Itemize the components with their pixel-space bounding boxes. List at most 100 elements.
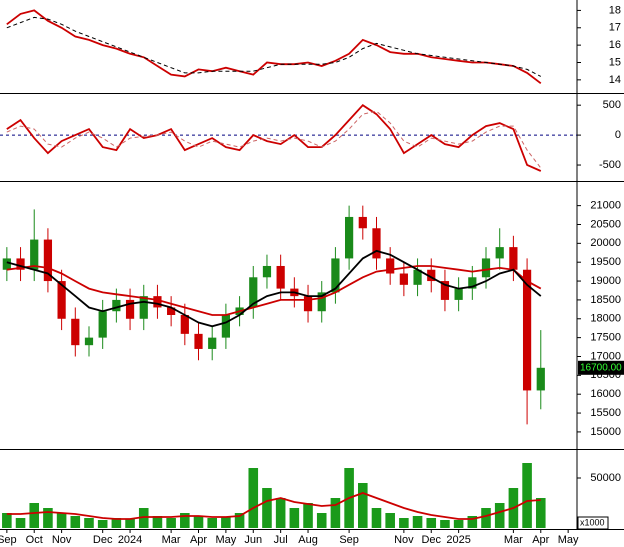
- y-tick-label: 14: [609, 74, 621, 86]
- volume-bar: [207, 518, 217, 528]
- indicator-line: [6, 16, 542, 77]
- volume-bar: [166, 518, 176, 528]
- volume-bar: [43, 508, 53, 528]
- volume-bar: [358, 483, 368, 528]
- volume-bar: [180, 513, 190, 528]
- candle-body: [194, 333, 203, 349]
- x-tick-label: Sep: [339, 534, 359, 546]
- candle-body: [262, 265, 272, 278]
- volume-bar: [97, 520, 108, 528]
- volume-bar: [453, 520, 464, 528]
- volume-bar: [303, 503, 313, 528]
- candle-body: [16, 258, 25, 270]
- y-tick-label: 17000: [590, 350, 621, 362]
- candle-body: [249, 277, 258, 308]
- candle-body: [358, 216, 367, 229]
- y-tick-label: 18000: [590, 313, 621, 325]
- x-tick-label: 2024: [118, 534, 142, 546]
- indicator-line: [6, 110, 542, 169]
- candle-body: [43, 239, 53, 282]
- y-tick-label: 20000: [590, 237, 621, 249]
- y-tick-label: 17: [609, 22, 621, 34]
- candle-body: [303, 296, 313, 312]
- volume-bar: [535, 498, 546, 528]
- x-tick-label: May: [216, 534, 237, 546]
- candle-body: [276, 265, 285, 289]
- candle-body: [331, 258, 340, 293]
- candle-body: [167, 307, 176, 315]
- candle-body: [468, 277, 477, 289]
- volume-bar: [193, 516, 204, 528]
- volume-bar: [221, 517, 231, 528]
- candle-body: [427, 269, 436, 282]
- y-tick-label: 0: [615, 129, 621, 141]
- volume-bar: [467, 516, 478, 528]
- volume-bar: [481, 508, 491, 528]
- candle-body: [84, 337, 94, 346]
- candle-body: [2, 258, 11, 270]
- y-tick-label: 15000: [590, 426, 621, 438]
- y-tick-label: 500: [603, 99, 621, 111]
- moving-average: [6, 265, 542, 316]
- candle-body: [221, 315, 230, 338]
- volume-bar: [2, 513, 12, 528]
- y-tick-label: 21000: [590, 200, 621, 212]
- candle-body: [180, 315, 189, 334]
- volume-bar: [70, 516, 81, 528]
- volume-bar: [275, 498, 286, 528]
- x-tick-label: Nov: [52, 534, 72, 546]
- volume-bar: [15, 518, 26, 528]
- indicator-line: [6, 104, 542, 172]
- volume-bar: [138, 508, 149, 528]
- y-tick-label: 20500: [590, 218, 621, 230]
- volume-bar: [234, 513, 245, 528]
- volume-bar: [248, 468, 259, 528]
- volume-bar: [385, 513, 395, 528]
- volume-bar: [330, 498, 341, 528]
- x-tick-label: Dec: [421, 534, 441, 546]
- y-tick-label: -500: [599, 159, 621, 171]
- candle-body: [125, 299, 135, 319]
- last-price-box: [578, 360, 624, 375]
- volume-bar: [316, 513, 327, 528]
- volume-bar: [399, 518, 409, 528]
- x-tick-label: Nov: [394, 534, 414, 546]
- candle-body: [153, 296, 162, 308]
- candle-body: [509, 247, 518, 270]
- x-tick-label: 2025: [446, 534, 470, 546]
- volume-bar: [262, 488, 272, 528]
- volume-bar: [371, 508, 382, 528]
- volume-bar: [494, 503, 505, 528]
- candle-body: [413, 269, 422, 285]
- y-tick-label: 15500: [590, 407, 621, 419]
- x-tick-label: Oct: [26, 534, 43, 546]
- last-price-label: 16700.00: [580, 362, 622, 373]
- x-tick-label: Aug: [298, 534, 318, 546]
- y-tick-label: 16: [609, 39, 621, 51]
- x-tick-label: Mar: [504, 534, 523, 546]
- volume-bar: [412, 516, 423, 528]
- volume-bar: [426, 518, 437, 528]
- y-tick-label: 18500: [590, 294, 621, 306]
- candle-body: [495, 247, 504, 259]
- candle-body: [399, 273, 408, 285]
- volume-bar: [111, 518, 122, 528]
- x-tick-label: Dec: [93, 534, 113, 546]
- volume-bar: [125, 519, 135, 528]
- candle-body: [112, 299, 121, 312]
- volume-bar: [440, 520, 450, 528]
- y-tick-label: 50000: [590, 472, 621, 484]
- candle-body: [30, 239, 39, 270]
- candle-body: [440, 281, 450, 300]
- candle-body: [208, 337, 217, 349]
- volume-bar: [84, 518, 94, 528]
- candle-body: [71, 318, 80, 346]
- volume-average: [6, 492, 541, 520]
- candle-body: [481, 258, 491, 278]
- x-tick-label: Jun: [244, 534, 262, 546]
- candle-body: [345, 216, 354, 259]
- volume-bar: [29, 503, 40, 528]
- unit-box: [577, 516, 609, 530]
